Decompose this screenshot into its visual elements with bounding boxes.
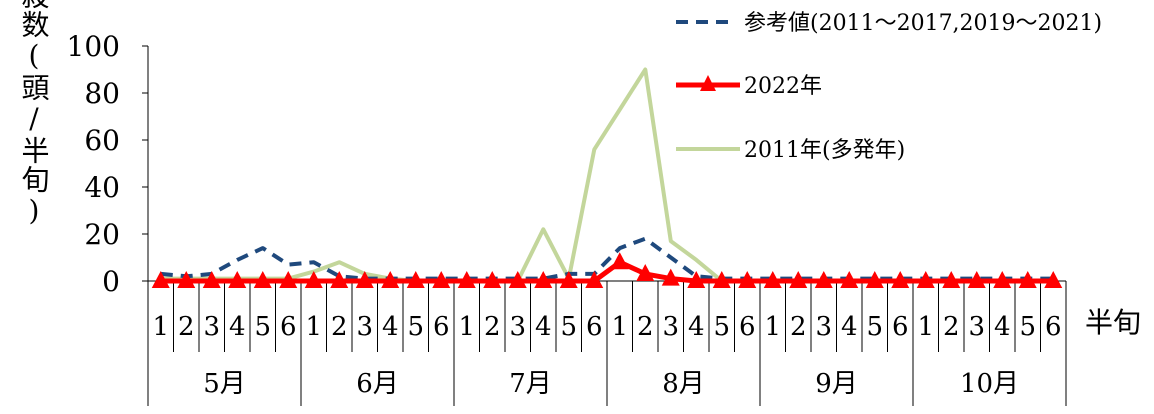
month-label: 5月 bbox=[203, 369, 246, 399]
x-tick-label: 2 bbox=[790, 312, 807, 342]
x-tick-label: 2 bbox=[178, 312, 195, 342]
data-point-2022 bbox=[967, 271, 986, 288]
data-point-2022 bbox=[508, 271, 527, 288]
x-tick-label: 1 bbox=[458, 312, 475, 342]
x-tick-label: 3 bbox=[203, 312, 220, 342]
x-tick-label: 6 bbox=[433, 312, 450, 342]
legend-label-reference: 参考値(2011～2017,2019～2021) bbox=[744, 11, 1102, 36]
legend-label-2022: 2022年 bbox=[744, 74, 822, 99]
y-tick-label: 60 bbox=[84, 124, 120, 157]
data-point-2022 bbox=[661, 268, 680, 286]
x-tick-label: 2 bbox=[637, 312, 654, 342]
y-tick-label: 100 bbox=[67, 30, 120, 63]
data-point-2022 bbox=[840, 271, 859, 288]
data-point-2022 bbox=[738, 271, 757, 288]
data-point-2022 bbox=[814, 271, 833, 288]
x-tick-label: 3 bbox=[356, 312, 373, 342]
x-tick-label: 4 bbox=[688, 312, 705, 342]
month-label: 6月 bbox=[356, 369, 399, 399]
x-tick-label: 2 bbox=[943, 312, 960, 342]
data-point-2022 bbox=[585, 271, 604, 288]
data-point-2022 bbox=[993, 271, 1012, 288]
data-point-2022 bbox=[304, 271, 323, 288]
series-line-2011 bbox=[160, 67, 1054, 283]
legend-entry-reference: 参考値(2011～2017,2019～2021) bbox=[676, 11, 1102, 36]
data-point-2022 bbox=[636, 263, 655, 281]
data-point-2022 bbox=[279, 271, 298, 288]
x-tick-label: 6 bbox=[280, 312, 297, 342]
data-point-2022 bbox=[355, 271, 374, 288]
x-tick-label: 4 bbox=[382, 312, 399, 342]
data-point-2022 bbox=[916, 271, 935, 288]
data-point-2022 bbox=[534, 271, 553, 288]
x-tick-label: 5 bbox=[407, 312, 424, 342]
data-point-2022 bbox=[253, 271, 272, 288]
data-point-2022 bbox=[151, 271, 170, 288]
data-point-2022 bbox=[1018, 271, 1037, 288]
month-label: 8月 bbox=[662, 369, 705, 399]
data-point-2022 bbox=[202, 271, 221, 288]
data-point-2022 bbox=[1044, 271, 1063, 288]
x-tick-label: 5 bbox=[866, 312, 883, 342]
legend-marker-2022 bbox=[700, 75, 716, 91]
x-axis-title: 半旬 bbox=[1085, 306, 1141, 339]
data-point-2022 bbox=[330, 271, 349, 288]
data-point-2022 bbox=[483, 271, 502, 288]
x-tick-label: 4 bbox=[229, 312, 246, 342]
y-tick-label: 40 bbox=[84, 171, 120, 204]
x-tick-label: 1 bbox=[152, 312, 169, 342]
data-point-2022 bbox=[432, 271, 451, 288]
data-point-2022 bbox=[763, 271, 782, 288]
month-label: 9月 bbox=[815, 369, 858, 399]
x-tick-label: 3 bbox=[509, 312, 526, 342]
legend-label-2011: 2011年(多発年) bbox=[744, 138, 905, 163]
legend: 参考値(2011～2017,2019～2021) 2022年 2011年(多発年… bbox=[676, 11, 1102, 163]
data-point-2022 bbox=[687, 271, 706, 288]
x-tick-label: 2 bbox=[331, 312, 348, 342]
x-tick-label: 5 bbox=[1019, 312, 1036, 342]
legend-entry-2011: 2011年(多発年) bbox=[676, 138, 905, 163]
data-point-2022 bbox=[559, 271, 578, 288]
x-tick-label: 3 bbox=[968, 312, 985, 342]
x-tick-label: 3 bbox=[815, 312, 832, 342]
month-label: 10月 bbox=[960, 369, 1019, 399]
x-tick-label: 4 bbox=[994, 312, 1011, 342]
data-point-2022 bbox=[228, 271, 247, 288]
y-tick-label: 80 bbox=[84, 77, 120, 110]
x-tick-label: 5 bbox=[713, 312, 730, 342]
month-label: 7月 bbox=[509, 369, 552, 399]
y-tick-label: 20 bbox=[84, 218, 120, 251]
x-tick-label: 5 bbox=[254, 312, 271, 342]
legend-entry-2022: 2022年 bbox=[676, 74, 822, 99]
data-point-2022 bbox=[177, 271, 196, 288]
data-point-2022 bbox=[712, 271, 731, 288]
x-tick-label: 6 bbox=[739, 312, 756, 342]
y-tick-label: 0 bbox=[102, 265, 120, 298]
data-point-2022 bbox=[457, 271, 476, 288]
x-tick-label: 1 bbox=[611, 312, 628, 342]
data-point-2022 bbox=[891, 271, 910, 288]
data-point-2022 bbox=[942, 271, 961, 288]
x-tick-label: 1 bbox=[764, 312, 781, 342]
x-tick-label: 3 bbox=[662, 312, 679, 342]
data-point-2022 bbox=[406, 271, 425, 288]
x-tick-label: 6 bbox=[892, 312, 909, 342]
x-tick-label: 4 bbox=[841, 312, 858, 342]
data-point-2022 bbox=[789, 271, 808, 288]
y-axis-title: 誘殺数(頭/半旬) bbox=[18, 0, 51, 228]
data-point-2022 bbox=[610, 252, 629, 270]
data-point-2022 bbox=[381, 271, 400, 288]
series-layer bbox=[151, 67, 1063, 288]
x-tick-label: 2 bbox=[484, 312, 501, 342]
x-tick-label: 6 bbox=[1045, 312, 1062, 342]
x-tick-label: 5 bbox=[560, 312, 577, 342]
x-tick-label: 1 bbox=[305, 312, 322, 342]
x-tick-label: 4 bbox=[535, 312, 552, 342]
data-point-2022 bbox=[865, 271, 884, 288]
x-tick-label: 6 bbox=[586, 312, 603, 342]
x-tick-label: 1 bbox=[917, 312, 934, 342]
